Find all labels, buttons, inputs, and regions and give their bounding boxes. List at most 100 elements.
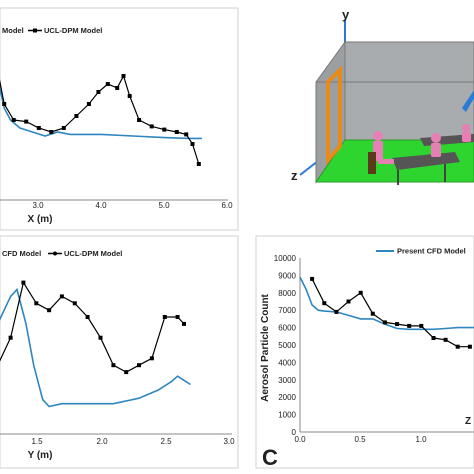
panel-a-series-1-point-21 bbox=[174, 130, 179, 134]
panel-b-series-1-point-11 bbox=[111, 363, 116, 368]
panel-a-series-1-point-22 bbox=[184, 132, 189, 137]
room-diagram: y z bbox=[291, 7, 474, 185]
axis-b-x-ticks: 1.5 2.0 2.5 3.0 bbox=[31, 437, 235, 446]
panel-c-frame bbox=[255, 235, 474, 469]
panel-c-series-1-point-7 bbox=[395, 322, 400, 327]
panel-c-legend: Present CFD Model bbox=[376, 247, 466, 256]
tick-c-y-3: 3000 bbox=[278, 376, 296, 385]
room-door bbox=[326, 65, 342, 166]
panel-a-series-1-point-19 bbox=[149, 124, 154, 129]
legend-b-blue: CFD Model bbox=[2, 249, 41, 258]
panel-a: Model UCL-DPM Model 3.0 4.0 5.0 6.0 X (m… bbox=[0, 7, 239, 231]
panel-b-series-1-point-4 bbox=[21, 280, 26, 285]
panel-c-series-1-point-6 bbox=[382, 320, 387, 325]
panel-a-series-1-point-10 bbox=[61, 126, 66, 130]
panel-c-series-0-line bbox=[299, 276, 474, 331]
panel-b-series-1-point-10 bbox=[98, 335, 103, 340]
legend-b-black-marker bbox=[53, 251, 57, 256]
legend-a-blue: Model bbox=[2, 26, 24, 35]
panel-b-series-1-point-12 bbox=[124, 370, 129, 375]
tick-b-15: 1.5 bbox=[31, 437, 43, 446]
occupant-2-head bbox=[431, 133, 441, 143]
tick-c-y-8: 8000 bbox=[278, 289, 296, 298]
panel-c-series-1-point-3 bbox=[346, 299, 351, 304]
occupant-3-head bbox=[462, 124, 470, 132]
panel-c-series-1-point-9 bbox=[419, 323, 424, 328]
panel-b-series-1-point-15 bbox=[162, 315, 167, 319]
tick-c-y-5: 5000 bbox=[278, 341, 296, 350]
panel-b: CFD Model UCL-DPM Model 1.5 2.0 2.5 3.0 … bbox=[0, 235, 239, 469]
panel-a-series-1-point-5 bbox=[2, 102, 7, 106]
axis-a-x-title: X (m) bbox=[28, 214, 53, 225]
tick-a-5: 5.0 bbox=[158, 201, 170, 210]
legend-c-blue: Present CFD Model bbox=[397, 247, 466, 256]
axis-c-y-ticks: 0 1000 2000 3000 4000 5000 6000 7000 8000 9000 100… bbox=[274, 254, 297, 437]
panel-a-series-1-point-13 bbox=[96, 90, 101, 94]
tick-c-y-10: 10000 bbox=[274, 254, 297, 263]
panel-c-series-1-point-1 bbox=[322, 301, 327, 306]
panel-b-series-1-point-3 bbox=[8, 335, 13, 340]
panel-b-series-1-point-6 bbox=[47, 308, 52, 313]
panel-a-legend: Model UCL-DPM Model bbox=[2, 26, 102, 35]
legend-b-black: UCL-DPM Model bbox=[64, 249, 122, 258]
room-y-axis-label: y bbox=[342, 7, 350, 22]
panel-a-series-1-point-24 bbox=[196, 162, 201, 166]
panel-b-series-1-point-17 bbox=[182, 321, 186, 326]
panel-a-series-1-point-20 bbox=[162, 127, 167, 132]
occupant-1 bbox=[368, 131, 394, 174]
panel-c-series-1-point-10 bbox=[431, 336, 436, 340]
tick-b-30: 3.0 bbox=[223, 437, 235, 446]
tick-c-y-7: 7000 bbox=[278, 306, 296, 315]
occupant-1-head bbox=[373, 131, 383, 141]
tick-c-y-9: 9000 bbox=[278, 271, 296, 280]
room-z-axis-label: z bbox=[291, 168, 298, 183]
panel-c-series-1-point-11 bbox=[443, 337, 448, 342]
axis-b-x-title: Y (m) bbox=[28, 450, 53, 461]
panel-a-series-1-point-8 bbox=[36, 126, 41, 130]
axis-a-x-ticks: 3.0 4.0 5.0 6.0 bbox=[32, 201, 233, 210]
panel-b-series-1-line bbox=[0, 281, 185, 373]
panel-c-letter: C bbox=[262, 445, 278, 470]
plot-a-marks bbox=[0, 74, 202, 166]
panel-a-series-0-line bbox=[0, 85, 202, 140]
panel-b-series-1-point-7 bbox=[59, 294, 64, 299]
panel-b-frame bbox=[0, 235, 239, 469]
panel-a-series-1-point-9 bbox=[49, 130, 54, 134]
panel-b-legend: CFD Model UCL-DPM Model bbox=[2, 249, 122, 258]
occupant-2 bbox=[431, 133, 441, 157]
legend-a-black: UCL-DPM Model bbox=[44, 26, 102, 35]
legend-a-black-marker bbox=[33, 28, 37, 33]
tick-b-25: 2.5 bbox=[160, 437, 172, 446]
panel-a-series-1-point-17 bbox=[127, 94, 132, 98]
panel-c-series-1-point-13 bbox=[467, 344, 472, 349]
occupant-1-chair bbox=[368, 152, 376, 174]
panel-b-series-1-point-13 bbox=[137, 363, 141, 368]
panel-a-frame bbox=[0, 7, 239, 231]
panel-b-series-1-point-14 bbox=[149, 356, 154, 361]
plot-c-marks bbox=[299, 276, 474, 349]
panel-b-series-1-point-8 bbox=[72, 301, 77, 306]
tick-c-10: 1.0 bbox=[415, 435, 427, 444]
occupant-3 bbox=[462, 124, 471, 142]
panel-c-series-1-point-2 bbox=[334, 309, 339, 314]
panel-a-series-1-point-6 bbox=[11, 118, 16, 122]
tick-c-y-1: 1000 bbox=[278, 411, 296, 420]
room-back-wall bbox=[344, 41, 474, 141]
panel-a-series-1-point-7 bbox=[24, 119, 29, 124]
panel-c-series-1-point-4 bbox=[358, 290, 363, 295]
panel-a-series-1-point-12 bbox=[86, 102, 91, 106]
tick-a-6: 6.0 bbox=[221, 201, 233, 210]
tick-c-y-2: 2000 bbox=[278, 393, 296, 402]
panel-b-series-0-line bbox=[0, 287, 191, 408]
panel-a-series-1-point-14 bbox=[105, 82, 110, 86]
tick-c-00: 0.0 bbox=[294, 435, 306, 444]
panel-b-series-1-point-16 bbox=[175, 315, 180, 319]
panel-a-series-1-point-16 bbox=[121, 74, 126, 78]
occupant-2-body bbox=[431, 143, 441, 157]
panel-a-series-1-point-18 bbox=[137, 118, 142, 122]
tick-c-y-6: 6000 bbox=[278, 324, 296, 333]
tick-c-05: 0.5 bbox=[354, 435, 366, 444]
occupant-3-body bbox=[462, 132, 471, 142]
occupant-1-legs bbox=[378, 159, 394, 164]
